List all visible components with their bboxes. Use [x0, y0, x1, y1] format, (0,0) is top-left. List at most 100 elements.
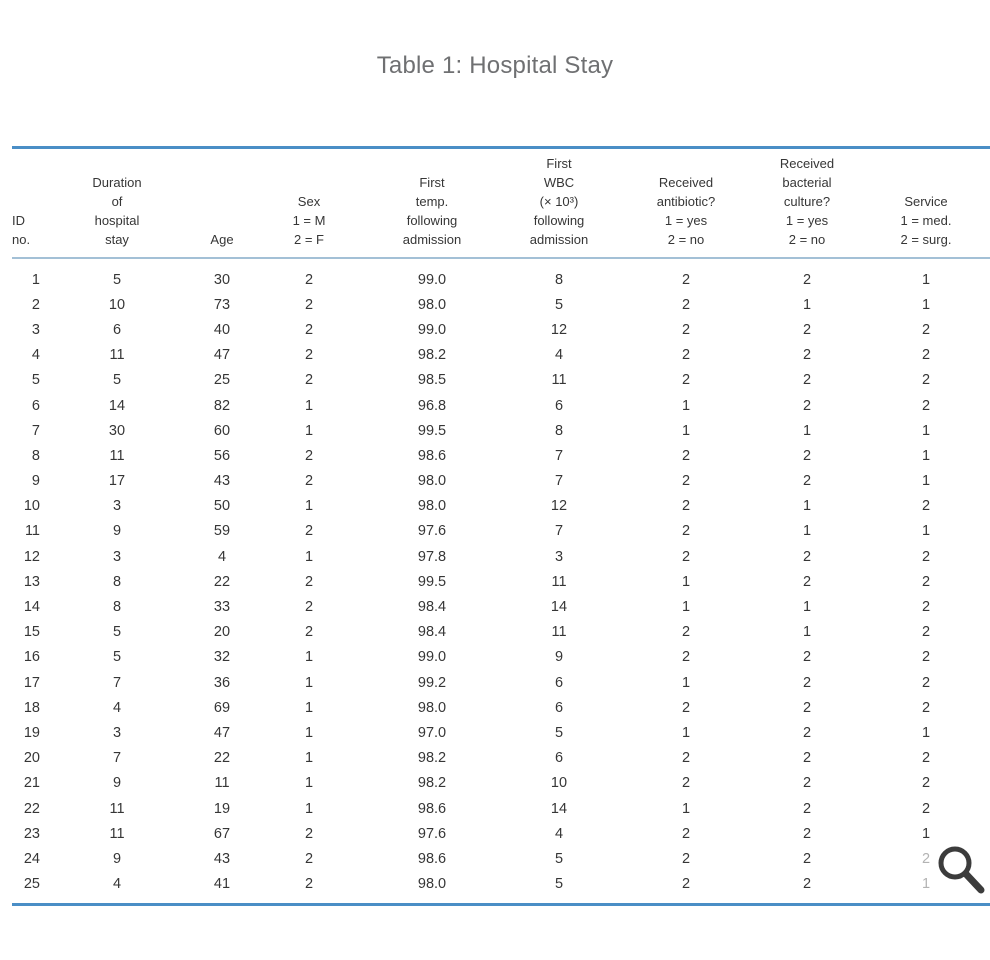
cell-antibiotic: 2: [681, 750, 691, 767]
cell-antibiotic: 2: [681, 825, 691, 842]
cell-age: 22: [213, 573, 231, 590]
cell-first_wbc: 6: [554, 750, 564, 767]
cell-id: 22: [23, 800, 40, 817]
cell-service: 1: [921, 473, 931, 490]
cell-sex: 2: [304, 523, 314, 540]
cell-age: 43: [213, 850, 231, 867]
cell-id: 15: [23, 624, 40, 641]
cell-sex: 2: [304, 624, 314, 641]
cell-duration: 4: [112, 699, 122, 716]
table-row: 23 11 67 2 97.6 4 2 2 1: [12, 821, 990, 846]
cell-first_wbc: 12: [550, 498, 568, 515]
table-row: 11 9 59 2 97.6 7 2 1 1: [12, 519, 990, 544]
cell-id: 2: [31, 296, 40, 313]
table-row: 20 7 22 1 98.2 6 2 2 2: [12, 746, 990, 771]
cell-id: 6: [31, 397, 40, 414]
cell-antibiotic: 2: [681, 296, 691, 313]
hospital-stay-table-container: ID no. Duration of hospital stay Age Sex 1 …: [12, 146, 990, 906]
cell-antibiotic: 2: [681, 876, 691, 893]
cell-first_temp: 96.8: [417, 397, 447, 414]
cell-sex: 2: [304, 573, 314, 590]
cell-id: 14: [23, 599, 40, 616]
cell-sex: 2: [304, 599, 314, 616]
cell-first_wbc: 5: [554, 296, 564, 313]
cell-service: 1: [921, 422, 931, 439]
cell-sex: 2: [304, 347, 314, 364]
cell-first_temp: 98.2: [417, 750, 447, 767]
table-row: 25 4 41 2 98.0 5 2 2 1: [12, 872, 990, 905]
cell-duration: 8: [112, 573, 122, 590]
table-body: 1 5 30 2 99.0 8 2 2 1 2 10 73 2 98.0 5 2 1 1 3 6 40 2 99.0 12 2 2…: [12, 258, 990, 904]
cell-antibiotic: 2: [681, 699, 691, 716]
cell-culture: 2: [802, 473, 812, 490]
cell-age: 40: [213, 321, 231, 338]
cell-first_wbc: 11: [551, 573, 567, 590]
cell-antibiotic: 1: [681, 573, 691, 590]
cell-culture: 1: [802, 599, 812, 616]
cell-service: 2: [921, 347, 931, 364]
cell-first_wbc: 4: [554, 347, 564, 364]
cell-antibiotic: 2: [681, 498, 691, 515]
cell-duration: 30: [108, 422, 126, 439]
cell-id: 23: [23, 825, 40, 842]
cell-duration: 10: [108, 296, 126, 313]
cell-culture: 2: [802, 850, 812, 867]
cell-age: 73: [213, 296, 231, 313]
cell-duration: 3: [112, 724, 122, 741]
cell-antibiotic: 2: [681, 372, 691, 389]
cell-first_temp: 97.6: [417, 523, 447, 540]
cell-culture: 2: [802, 372, 812, 389]
cell-age: 50: [213, 498, 231, 515]
cell-sex: 2: [304, 271, 314, 288]
cell-sex: 1: [304, 800, 314, 817]
cell-sex: 1: [304, 724, 314, 741]
cell-sex: 2: [304, 473, 314, 490]
cell-age: 4: [217, 548, 227, 565]
cell-first_temp: 97.6: [417, 825, 447, 842]
cell-first_temp: 99.2: [417, 674, 447, 691]
table-row: 24 9 43 2 98.6 5 2 2 2: [12, 846, 990, 871]
cell-first_wbc: 14: [550, 599, 568, 616]
cell-antibiotic: 1: [681, 800, 691, 817]
cell-id: 11: [24, 523, 40, 540]
col-header-duration: Duration of hospital stay: [42, 147, 192, 259]
col-header-antibiotic: Received antibiotic? 1 = yes 2 = no: [620, 147, 752, 259]
cell-duration: 9: [112, 523, 122, 540]
cell-first_wbc: 3: [554, 548, 564, 565]
col-header-id: ID no.: [12, 147, 42, 259]
cell-sex: 2: [304, 876, 314, 893]
cell-culture: 2: [802, 724, 812, 741]
cell-first_wbc: 5: [554, 876, 564, 893]
cell-duration: 11: [109, 825, 125, 842]
cell-first_temp: 98.5: [417, 372, 447, 389]
table-row: 4 11 47 2 98.2 4 2 2 2: [12, 343, 990, 368]
cell-age: 33: [213, 599, 231, 616]
cell-duration: 4: [112, 876, 122, 893]
table-row: 12 3 4 1 97.8 3 2 2 2: [12, 544, 990, 569]
table-header-row: ID no. Duration of hospital stay Age Sex 1 …: [12, 147, 990, 259]
cell-service: 1: [921, 296, 931, 313]
cell-antibiotic: 1: [681, 397, 691, 414]
table-row: 6 14 82 1 96.8 6 1 2 2: [12, 393, 990, 418]
page-title: Table 1: Hospital Stay: [376, 52, 614, 79]
col-header-sex: Sex 1 = M 2 = F: [252, 147, 366, 259]
cell-first_temp: 98.0: [417, 699, 447, 716]
cell-id: 20: [23, 750, 40, 767]
cell-duration: 11: [109, 347, 125, 364]
cell-antibiotic: 1: [681, 674, 691, 691]
cell-first_wbc: 5: [554, 850, 564, 867]
table-row: 16 5 32 1 99.0 9 2 2 2: [12, 645, 990, 670]
cell-first_temp: 98.6: [417, 447, 447, 464]
table-row: 5 5 25 2 98.5 11 2 2 2: [12, 368, 990, 393]
cell-age: 20: [213, 624, 231, 641]
cell-age: 60: [213, 422, 231, 439]
cell-first_wbc: 8: [554, 271, 564, 288]
cell-service: 2: [921, 498, 931, 515]
cell-sex: 2: [304, 447, 314, 464]
cell-id: 25: [23, 876, 40, 893]
zoom-button[interactable]: [930, 840, 990, 902]
table-row: 3 6 40 2 99.0 12 2 2 2: [12, 317, 990, 342]
cell-age: 43: [213, 473, 231, 490]
cell-first_temp: 98.0: [417, 498, 447, 515]
cell-id: 19: [23, 724, 40, 741]
